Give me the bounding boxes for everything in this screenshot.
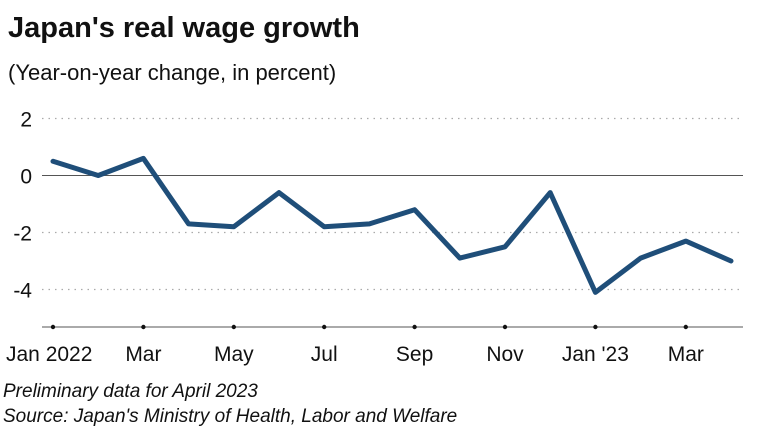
y-tick-label-0: 0	[20, 166, 32, 189]
x-tick-mark	[141, 324, 146, 330]
x-axis-ticks: Jan 2022 Mar May Jul Sep Nov Jan '23 Mar	[6, 324, 704, 366]
y-axis-tick-labels: 2 0 -2 -4	[13, 109, 32, 303]
x-tick-label: Nov	[486, 343, 524, 366]
x-tick-label: Mar	[668, 343, 704, 366]
x-tick-label: May	[214, 343, 254, 366]
y-tick-label-2: 2	[20, 109, 32, 132]
x-tick-label: Mar	[125, 343, 161, 366]
x-tick-mark	[412, 324, 417, 330]
x-tick-label: Sep	[396, 343, 433, 366]
x-tick-label: Jan '23	[562, 343, 629, 366]
x-tick-label: Jul	[311, 343, 338, 366]
x-tick-mark	[322, 324, 327, 330]
x-tick-mark	[593, 324, 598, 330]
x-tick-mark	[231, 324, 236, 330]
x-tick-mark	[50, 324, 56, 330]
y-tick-label-minus-2: -2	[13, 223, 32, 246]
source-note: Source: Japan's Ministry of Health, Labo…	[3, 406, 458, 427]
chart-subtitle: (Year-on-year change, in percent)	[8, 60, 337, 85]
series-line	[50, 155, 734, 295]
y-tick-label-minus-4: -4	[13, 280, 32, 303]
x-tick-mark	[683, 324, 688, 330]
chart-title: Japan's real wage growth	[8, 12, 360, 44]
x-tick-mark	[502, 324, 508, 330]
gridlines	[42, 117, 743, 291]
preliminary-note: Preliminary data for April 2023	[3, 381, 258, 402]
x-tick-label: Jan 2022	[6, 343, 92, 366]
line-chart: 2 0 -2 -4 Jan 2022 Mar May Jul Sep Nov Jan '23 Mar	[6, 109, 743, 366]
